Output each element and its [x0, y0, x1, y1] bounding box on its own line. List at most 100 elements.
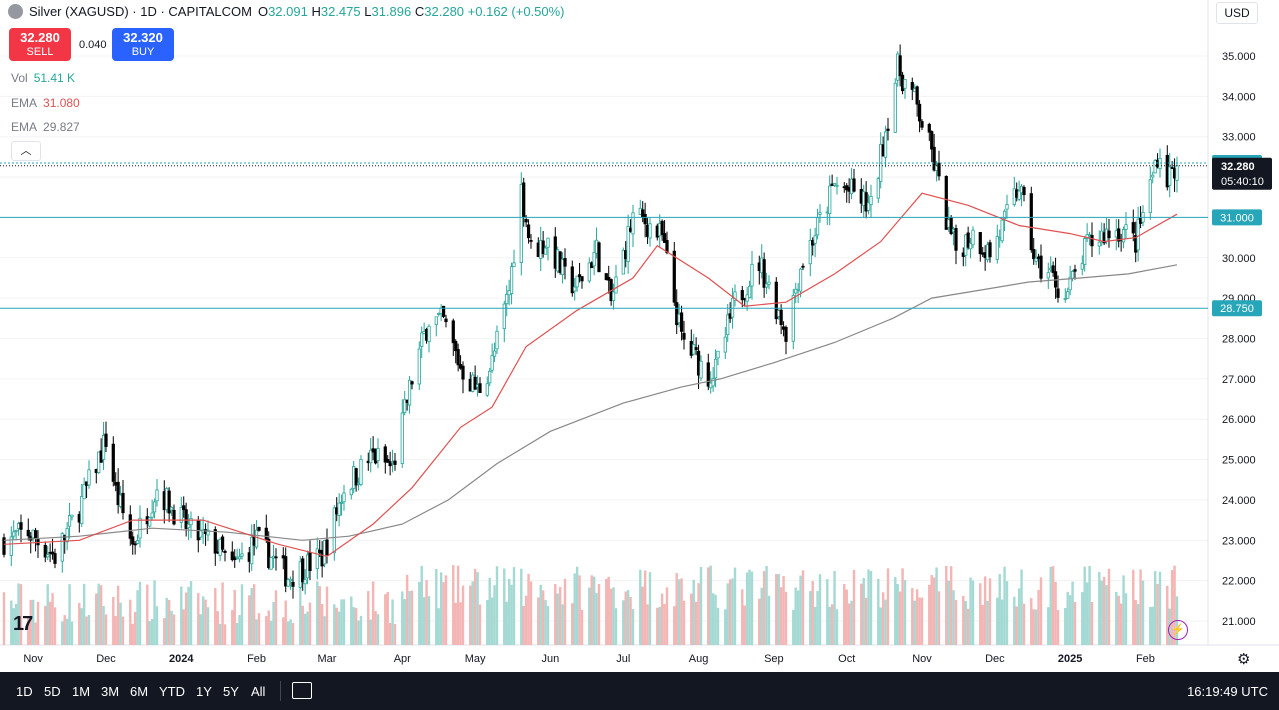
volume-bar — [539, 584, 542, 645]
volume-bar — [1100, 580, 1103, 645]
candle-body — [250, 536, 254, 565]
candle-body — [577, 274, 582, 278]
volume-bar — [1000, 599, 1004, 645]
range-1d-button[interactable]: 1D — [16, 684, 33, 699]
volume-indicator[interactable]: Vol 51.41 K — [11, 71, 76, 85]
candle-body — [723, 336, 727, 353]
volume-bar — [248, 595, 251, 645]
x-tick-label: Jul — [616, 653, 630, 665]
volume-bar — [1115, 591, 1118, 645]
volume-bar — [1134, 600, 1137, 645]
candle-body — [1083, 238, 1087, 265]
volume-bar — [1166, 585, 1169, 645]
volume-bar — [1173, 565, 1176, 645]
volume-bar — [818, 574, 822, 645]
candle-body — [138, 517, 142, 539]
volume-bar — [29, 599, 32, 645]
candle-body — [237, 556, 242, 560]
range-3m-button[interactable]: 3M — [101, 684, 120, 699]
volume-bar — [112, 597, 115, 645]
candle-body — [813, 235, 817, 244]
volume-bar — [646, 604, 649, 645]
volume-bar — [658, 606, 661, 645]
chart-legend: Silver (XAGUSD) · 1D · CAPITALCOM O32.09… — [8, 4, 565, 19]
ema-slow-indicator[interactable]: EMA 29.827 — [11, 120, 80, 134]
level-price-tag — [1212, 209, 1262, 226]
candle-body — [53, 553, 57, 564]
volume-bar — [53, 607, 57, 645]
range-all-button[interactable]: All — [251, 684, 266, 699]
buy-button[interactable]: 32.320 BUY — [112, 28, 174, 61]
candle-body — [546, 237, 550, 248]
candle-body — [332, 507, 336, 554]
volume-bar — [333, 604, 336, 645]
volume-bar — [881, 592, 885, 645]
volume-bar — [512, 567, 516, 645]
volume-bar — [554, 583, 557, 645]
currency-button[interactable]: USD — [1216, 2, 1258, 24]
candle-body — [206, 529, 210, 536]
range-1m-button[interactable]: 1M — [72, 684, 91, 699]
volume-bar — [116, 585, 120, 645]
volume-bar — [522, 606, 525, 645]
x-tick-label: Oct — [838, 653, 855, 665]
candle-body — [745, 294, 749, 302]
range-1y-button[interactable]: 1Y — [196, 684, 212, 699]
collapse-indicators-button[interactable]: ︿ — [11, 141, 41, 161]
volume-bar — [879, 607, 882, 645]
volume-bar — [1136, 604, 1140, 645]
volume-bar — [357, 620, 360, 645]
volume-bar — [97, 583, 100, 645]
volume-bar — [1149, 606, 1152, 645]
volume-bar — [986, 600, 989, 645]
volume-bar — [291, 623, 295, 645]
candle-body — [284, 556, 288, 587]
range-6m-button[interactable]: 6M — [130, 684, 149, 699]
utc-clock: 16:19:49 UTC — [1187, 684, 1268, 699]
volume-bar — [813, 606, 817, 645]
volume-bar — [1139, 569, 1142, 645]
candle-body — [930, 131, 934, 150]
candle-body — [1168, 166, 1172, 186]
volume-bar — [131, 623, 134, 645]
price-chart[interactable]: 21.000 22.000 23.000 24.000 25.000 26.000 27.0… — [0, 0, 1279, 672]
volume-bar — [782, 576, 785, 645]
sell-button[interactable]: 32.280 SELL — [9, 28, 71, 61]
volume-bar — [63, 615, 66, 645]
volume-bar — [996, 597, 999, 645]
volume-bar — [728, 579, 732, 645]
range-ytd-button[interactable]: YTD — [159, 684, 185, 699]
volume-bar — [711, 593, 715, 645]
volume-bar — [952, 590, 955, 645]
volume-bar — [165, 597, 168, 645]
volume-bar — [558, 587, 562, 645]
range-5y-button[interactable]: 5Y — [223, 684, 239, 699]
date-range-icon[interactable] — [292, 682, 312, 699]
volume-bar — [612, 587, 615, 645]
lightning-icon[interactable]: ⚡ — [1168, 620, 1188, 640]
volume-bar — [1151, 606, 1154, 645]
candle-body — [626, 226, 630, 262]
volume-bar — [286, 621, 290, 645]
candle-body — [451, 320, 455, 344]
chart-title[interactable]: Silver (XAGUSD) · 1D · CAPITALCOM — [29, 4, 252, 19]
volume-bar — [1037, 589, 1040, 645]
settings-gear-icon[interactable]: ⚙ — [1237, 651, 1251, 668]
volume-bar — [677, 579, 681, 645]
y-tick-label: 27.000 — [1222, 374, 1256, 386]
candle-body — [968, 242, 973, 250]
candle-body — [220, 536, 225, 550]
volume-bar — [454, 602, 457, 645]
volume-bar — [969, 577, 972, 645]
range-5d-button[interactable]: 5D — [44, 684, 61, 699]
price-change: +0.162 (+0.50%) — [467, 4, 565, 19]
candle-body — [978, 232, 982, 255]
volume-bar — [61, 621, 64, 645]
volume-bar — [129, 599, 132, 645]
tradingview-logo-icon[interactable]: 17 — [13, 613, 33, 635]
volume-bar — [505, 601, 508, 645]
volume-bar — [1141, 580, 1145, 645]
ema-fast-indicator[interactable]: EMA 31.080 — [11, 96, 80, 110]
candle-body — [388, 461, 392, 467]
candle-body — [876, 178, 880, 199]
